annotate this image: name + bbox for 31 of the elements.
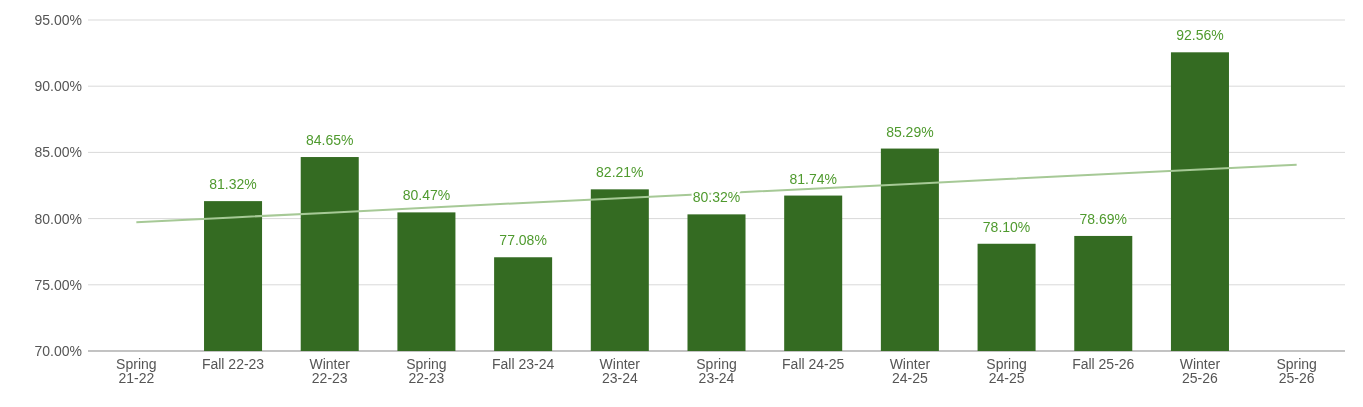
data-label: 77.08% (499, 232, 547, 249)
data-label: 81.32% (209, 176, 257, 193)
x-tick-label: Winter 22-23 (309, 356, 351, 386)
y-tick-label: 85.00% (34, 144, 82, 161)
y-tick-label: 75.00% (34, 276, 82, 293)
x-tick-label: Fall 25-26 (1072, 356, 1135, 372)
x-tick-label: Fall 24-25 (782, 356, 845, 372)
x-tick-label: Spring 22-23 (406, 356, 447, 386)
x-tick-label: Spring 25-26 (1276, 356, 1317, 386)
data-label: 81.74% (789, 170, 837, 187)
data-label: 78.10% (982, 218, 1031, 235)
x-tick-label: Fall 23-24 (491, 356, 555, 372)
y-tick-label: 95.00% (34, 11, 82, 28)
x-tick-label: Winter 23-24 (599, 356, 641, 386)
data-label: 80.47% (402, 187, 451, 204)
y-tick-label: 80.00% (34, 210, 82, 227)
y-tick-label: 90.00% (34, 78, 82, 95)
line-series (135, 163, 1298, 224)
data-label: 78.69% (1079, 210, 1128, 227)
data-label: 85.29% (886, 123, 934, 140)
x-tick-label: Spring 21-22 (116, 356, 157, 386)
x-tick-label: Winter 24-25 (889, 356, 931, 386)
x-tick-label: Winter 25-26 (1179, 356, 1221, 386)
data-label: 84.65% (305, 132, 354, 149)
data-label: 92.56% (1176, 27, 1224, 44)
data-label: 80.32% (692, 189, 741, 206)
x-tick-label: Spring 23-24 (696, 356, 737, 386)
x-tick-label: Spring 24-25 (986, 356, 1027, 386)
y-tick-label: 70.00% (34, 342, 82, 359)
data-label: 82.21% (596, 164, 644, 181)
x-tick-label: Fall 22-23 (201, 356, 265, 372)
